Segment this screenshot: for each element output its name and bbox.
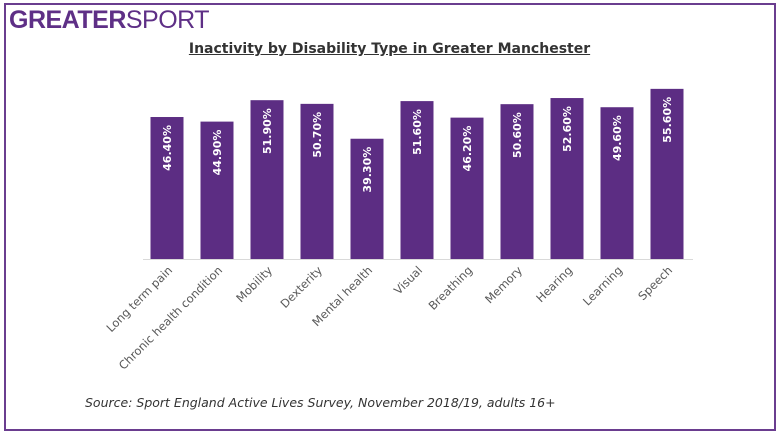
bar [550, 98, 584, 259]
data-label: 46.20% [461, 126, 474, 172]
category-label: Chronic health condition [116, 263, 225, 372]
bar [600, 107, 634, 259]
bar [350, 138, 384, 259]
source-note: Source: Sport England Active Lives Surve… [85, 395, 556, 410]
category-label: Hearing [533, 263, 575, 305]
bar [250, 100, 284, 259]
data-label: 39.30% [361, 147, 374, 193]
category-label: Dexterity [277, 263, 325, 311]
data-label: 50.60% [511, 112, 524, 158]
data-label: 46.40% [161, 125, 174, 171]
chart-title: Inactivity by Disability Type in Greater… [188, 41, 591, 57]
data-label: 49.60% [611, 115, 624, 161]
bar [650, 88, 684, 259]
data-label: 52.60% [561, 106, 574, 152]
bar [500, 104, 534, 259]
bar [400, 101, 434, 259]
data-label: 50.70% [311, 112, 324, 158]
category-label: Breathing [426, 263, 476, 313]
data-label: 51.90% [261, 108, 274, 154]
bar [150, 117, 184, 260]
greatersport-logo: GREATERSPORT [9, 6, 210, 34]
data-label: 51.60% [411, 109, 424, 155]
data-label: 55.60% [661, 97, 674, 143]
bar [300, 103, 334, 259]
bar [200, 121, 234, 259]
category-label: Speech [635, 263, 675, 303]
category-label: Memory [482, 263, 525, 306]
data-label: 44.90% [211, 130, 224, 176]
chart-frame [4, 3, 776, 431]
bar [450, 117, 484, 260]
category-label: Mobility [233, 263, 275, 305]
category-label: Visual [391, 263, 425, 297]
category-label: Learning [580, 263, 625, 308]
